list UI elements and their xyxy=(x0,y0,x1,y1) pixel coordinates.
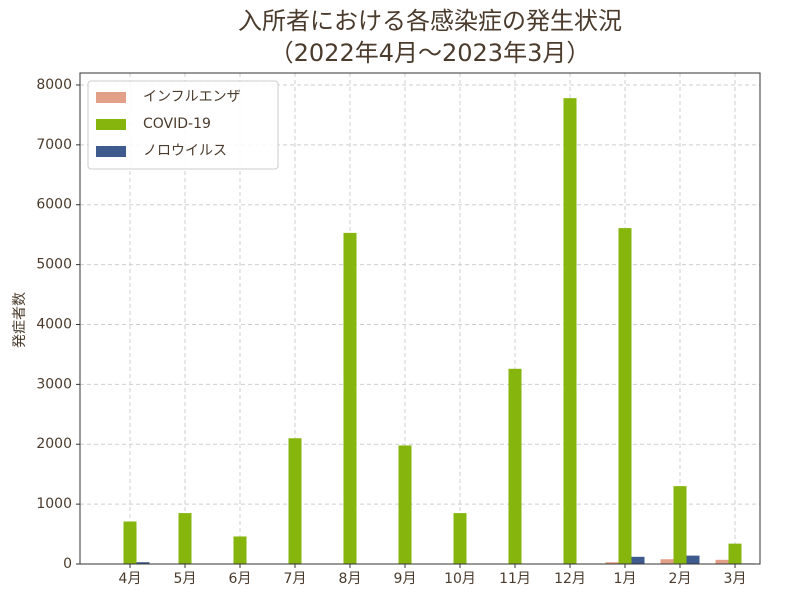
x-tick-label: 10月 xyxy=(444,571,476,587)
x-tick-label: 8月 xyxy=(339,571,362,587)
chart-title: 入所者における各感染症の発生状況 xyxy=(238,7,622,35)
bar xyxy=(618,228,632,564)
y-tick-label: 8000 xyxy=(36,77,72,93)
bar xyxy=(728,543,742,564)
legend-swatch xyxy=(96,119,126,130)
x-tick-label: 7月 xyxy=(284,571,307,587)
x-tick-label: 4月 xyxy=(119,571,142,587)
y-tick-label: 4000 xyxy=(36,316,72,332)
bar xyxy=(343,232,357,564)
legend-label: COVID-19 xyxy=(143,116,211,132)
bar xyxy=(233,536,247,564)
legend-swatch xyxy=(96,92,126,103)
x-tick-label: 2月 xyxy=(669,571,692,587)
y-tick-label: 7000 xyxy=(36,137,72,153)
bar xyxy=(178,513,192,564)
bar xyxy=(398,445,412,564)
legend-swatch xyxy=(96,146,126,157)
bar xyxy=(660,559,674,564)
bar xyxy=(631,556,645,564)
bar xyxy=(673,486,687,564)
legend-label: ノロウイルス xyxy=(143,143,227,159)
y-tick-label: 3000 xyxy=(36,376,72,392)
y-axis-label: 発症者数 xyxy=(12,292,28,348)
y-tick-label: 5000 xyxy=(36,257,72,273)
x-tick-label: 3月 xyxy=(724,571,747,587)
bar xyxy=(605,562,619,564)
bar xyxy=(453,513,467,564)
bar xyxy=(136,562,150,564)
bar xyxy=(123,521,137,564)
y-tick-label: 6000 xyxy=(36,197,72,213)
bar xyxy=(288,438,302,564)
x-tick-label: 6月 xyxy=(229,571,252,587)
legend-label: インフルエンザ xyxy=(143,89,241,105)
bar xyxy=(686,555,700,564)
x-tick-label: 9月 xyxy=(394,571,417,587)
plot-frame xyxy=(79,72,761,565)
bar xyxy=(715,559,729,564)
x-tick-label: 11月 xyxy=(499,571,531,587)
legend-box xyxy=(87,80,279,170)
y-tick-label: 2000 xyxy=(36,436,72,452)
y-tick-label: 1000 xyxy=(36,496,72,512)
bar xyxy=(563,98,577,565)
x-tick-label: 1月 xyxy=(614,571,637,587)
x-tick-label: 5月 xyxy=(174,571,197,587)
y-tick-label: 0 xyxy=(63,556,72,572)
bar xyxy=(508,368,522,564)
chart-subtitle: （2022年4月～2023年3月） xyxy=(270,39,591,67)
x-tick-label: 12月 xyxy=(554,571,586,587)
